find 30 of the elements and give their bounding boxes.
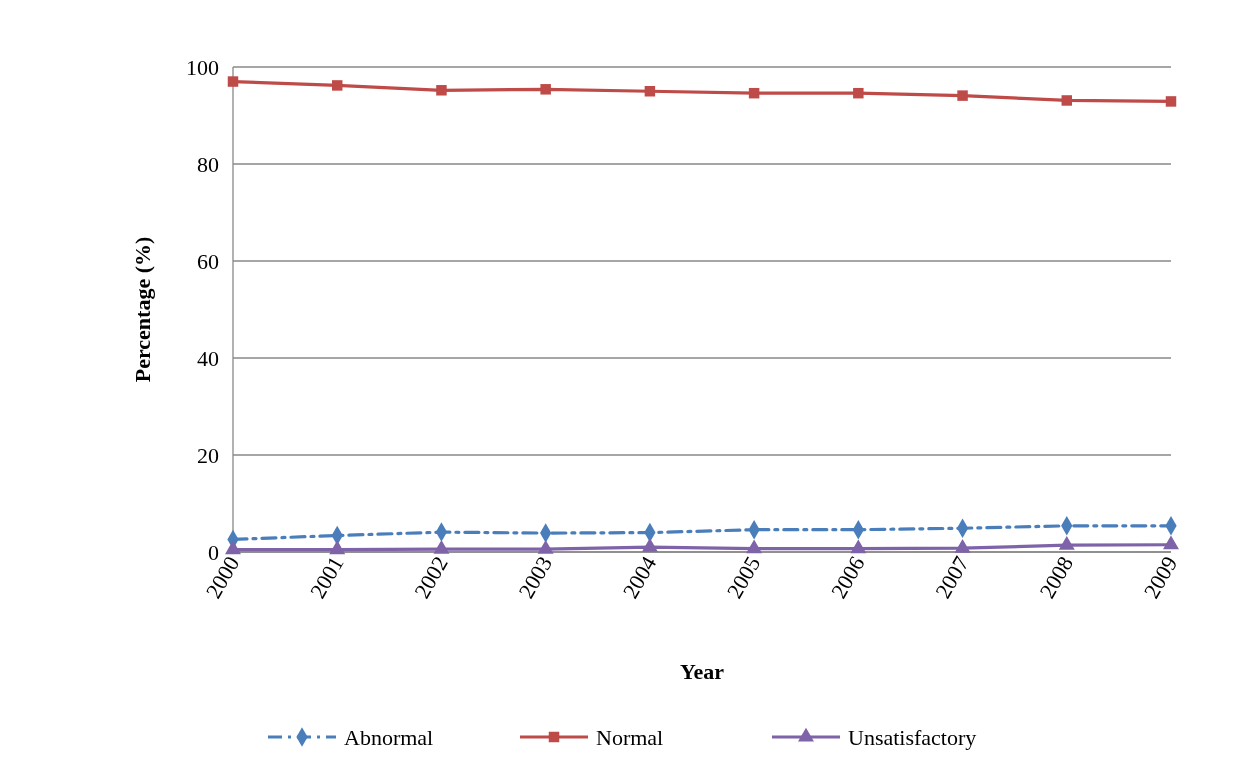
y-tick-label: 100	[186, 54, 219, 80]
y-tick-label: 20	[197, 442, 219, 468]
point	[433, 539, 450, 554]
point	[1061, 95, 1073, 106]
point	[1163, 535, 1179, 550]
y-tick-label: 80	[197, 151, 219, 177]
y-tick-label: 60	[197, 248, 219, 274]
point	[331, 80, 343, 91]
point	[1165, 96, 1177, 107]
point	[644, 86, 656, 97]
legend-label: Unsatisfactory	[848, 724, 977, 750]
point	[954, 538, 971, 553]
y-axis-title: Percentage (%)	[130, 236, 155, 383]
legend-label: Abnormal	[344, 724, 434, 750]
point	[853, 87, 864, 99]
x-axis-title: Year	[680, 659, 725, 684]
point	[540, 84, 551, 95]
point	[227, 76, 239, 87]
point	[641, 537, 658, 552]
point	[225, 540, 241, 555]
legend-label: Normal	[596, 724, 664, 750]
point	[537, 539, 554, 554]
point	[850, 539, 867, 554]
point	[436, 85, 447, 96]
y-tick-label: 40	[197, 345, 219, 371]
point	[748, 87, 760, 99]
point	[957, 90, 968, 101]
point	[746, 539, 763, 554]
point	[329, 540, 346, 555]
point	[1058, 536, 1075, 550]
